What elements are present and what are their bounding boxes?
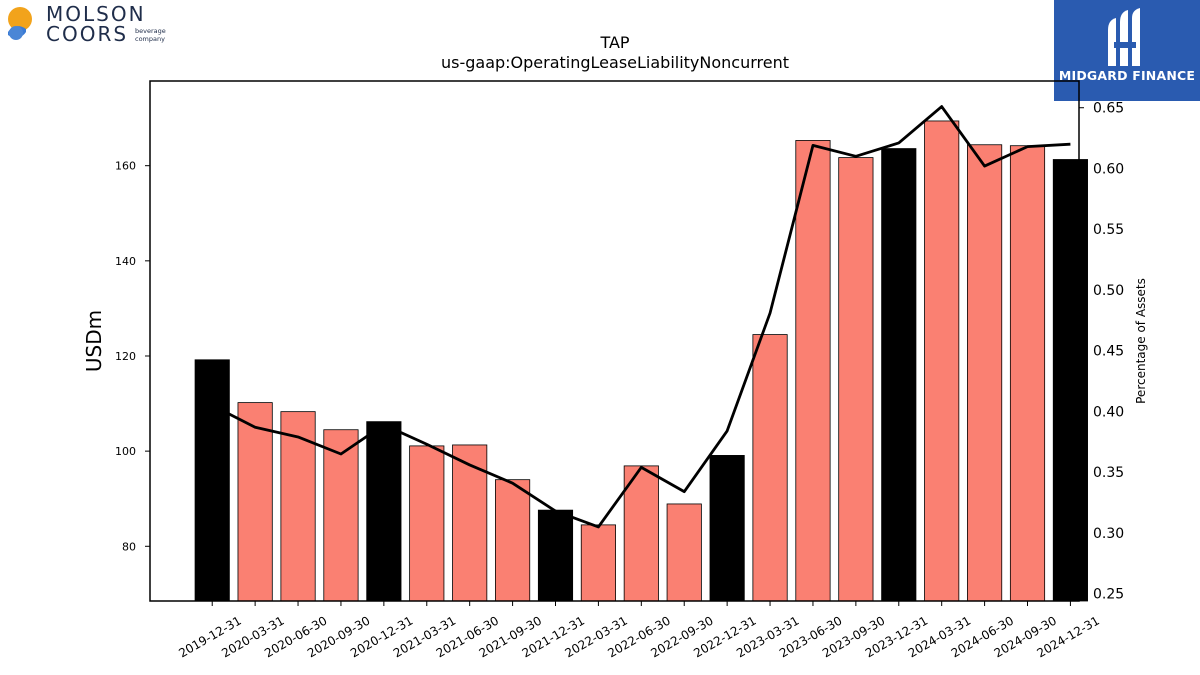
y-tick-label: 80: [122, 540, 136, 553]
bar-series: [194, 120, 1088, 602]
bar-2024-03-31: [924, 120, 960, 602]
y2-tick-label: 0.40: [1093, 404, 1124, 420]
logo-tag2: company: [135, 35, 165, 43]
bar-2021-09-30: [495, 479, 531, 602]
molson-coors-logo-graphic: MOLSON COORS beverage company: [8, 2, 166, 46]
y-axis-label: USDm: [82, 310, 106, 372]
y2-tick-label: 0.65: [1093, 101, 1124, 117]
bar-2022-06-30: [623, 465, 659, 602]
logo-drop-icon: [9, 26, 23, 40]
line-series: [211, 105, 1071, 529]
bar-2023-03-31: [752, 334, 788, 602]
molson-coors-logo: MOLSON COORS beverage company: [4, 2, 184, 48]
bar-2022-09-30: [666, 503, 702, 602]
midgard-mark-icon: [1108, 8, 1140, 66]
y2-tick-label: 0.60: [1093, 161, 1124, 177]
midgard-logo-text: MIDGARD FINANCE: [1058, 68, 1196, 83]
bar-2024-06-30: [967, 144, 1003, 602]
plot-frame: [149, 80, 1080, 602]
bar-2021-06-30: [452, 444, 488, 602]
percentage-line: [211, 105, 1071, 529]
y2-tick-label: 0.25: [1093, 587, 1124, 603]
bar-2024-09-30: [1009, 145, 1046, 602]
bar-2020-06-30: [280, 411, 316, 602]
y2-tick-label: 0.35: [1093, 465, 1124, 481]
y2-axis-label: Percentage of Assets: [1134, 278, 1148, 404]
y2-tick-label: 0.55: [1093, 222, 1124, 238]
bar-2020-12-31: [366, 421, 402, 602]
y-tick-label: 120: [115, 350, 136, 363]
logo-sun-icon: [8, 7, 32, 31]
bar-2023-12-31: [881, 148, 917, 602]
logo-line1: MOLSON: [46, 2, 146, 26]
bar-2024-12-31: [1052, 159, 1088, 602]
logo-line2: COORS: [46, 22, 128, 46]
y2-tick-label: 0.50: [1093, 283, 1124, 299]
bar-2021-12-31: [537, 509, 574, 602]
chart-title: TAP: [599, 33, 629, 52]
logo-tag1: beverage: [135, 27, 166, 35]
y-tick-label: 160: [115, 160, 136, 173]
bar-2023-06-30: [795, 140, 831, 602]
bar-2021-03-31: [409, 445, 445, 602]
y2-tick-label: 0.30: [1093, 526, 1124, 542]
y-axis-right: 0.25 0.30 0.35 0.40 0.45 0.50 0.55 0.60 0.65: [1079, 101, 1124, 603]
bar-2019-12-31: [194, 359, 230, 602]
y2-tick-label: 0.45: [1093, 344, 1124, 360]
bar-2022-03-31: [580, 524, 616, 602]
x-axis: 2019-12-312020-03-312020-06-302020-09-30…: [176, 601, 1102, 660]
y-axis-left: 80 100 120 140 160: [115, 160, 150, 553]
bar-2020-09-30: [323, 429, 359, 602]
y-tick-label: 100: [115, 445, 136, 458]
bar-2022-12-31: [709, 455, 745, 602]
bar-2023-09-30: [838, 157, 874, 602]
bar-2020-03-31: [237, 402, 273, 602]
y-tick-label: 140: [115, 255, 136, 268]
chart-subtitle: us-gaap:OperatingLeaseLiabilityNoncurren…: [441, 53, 789, 72]
